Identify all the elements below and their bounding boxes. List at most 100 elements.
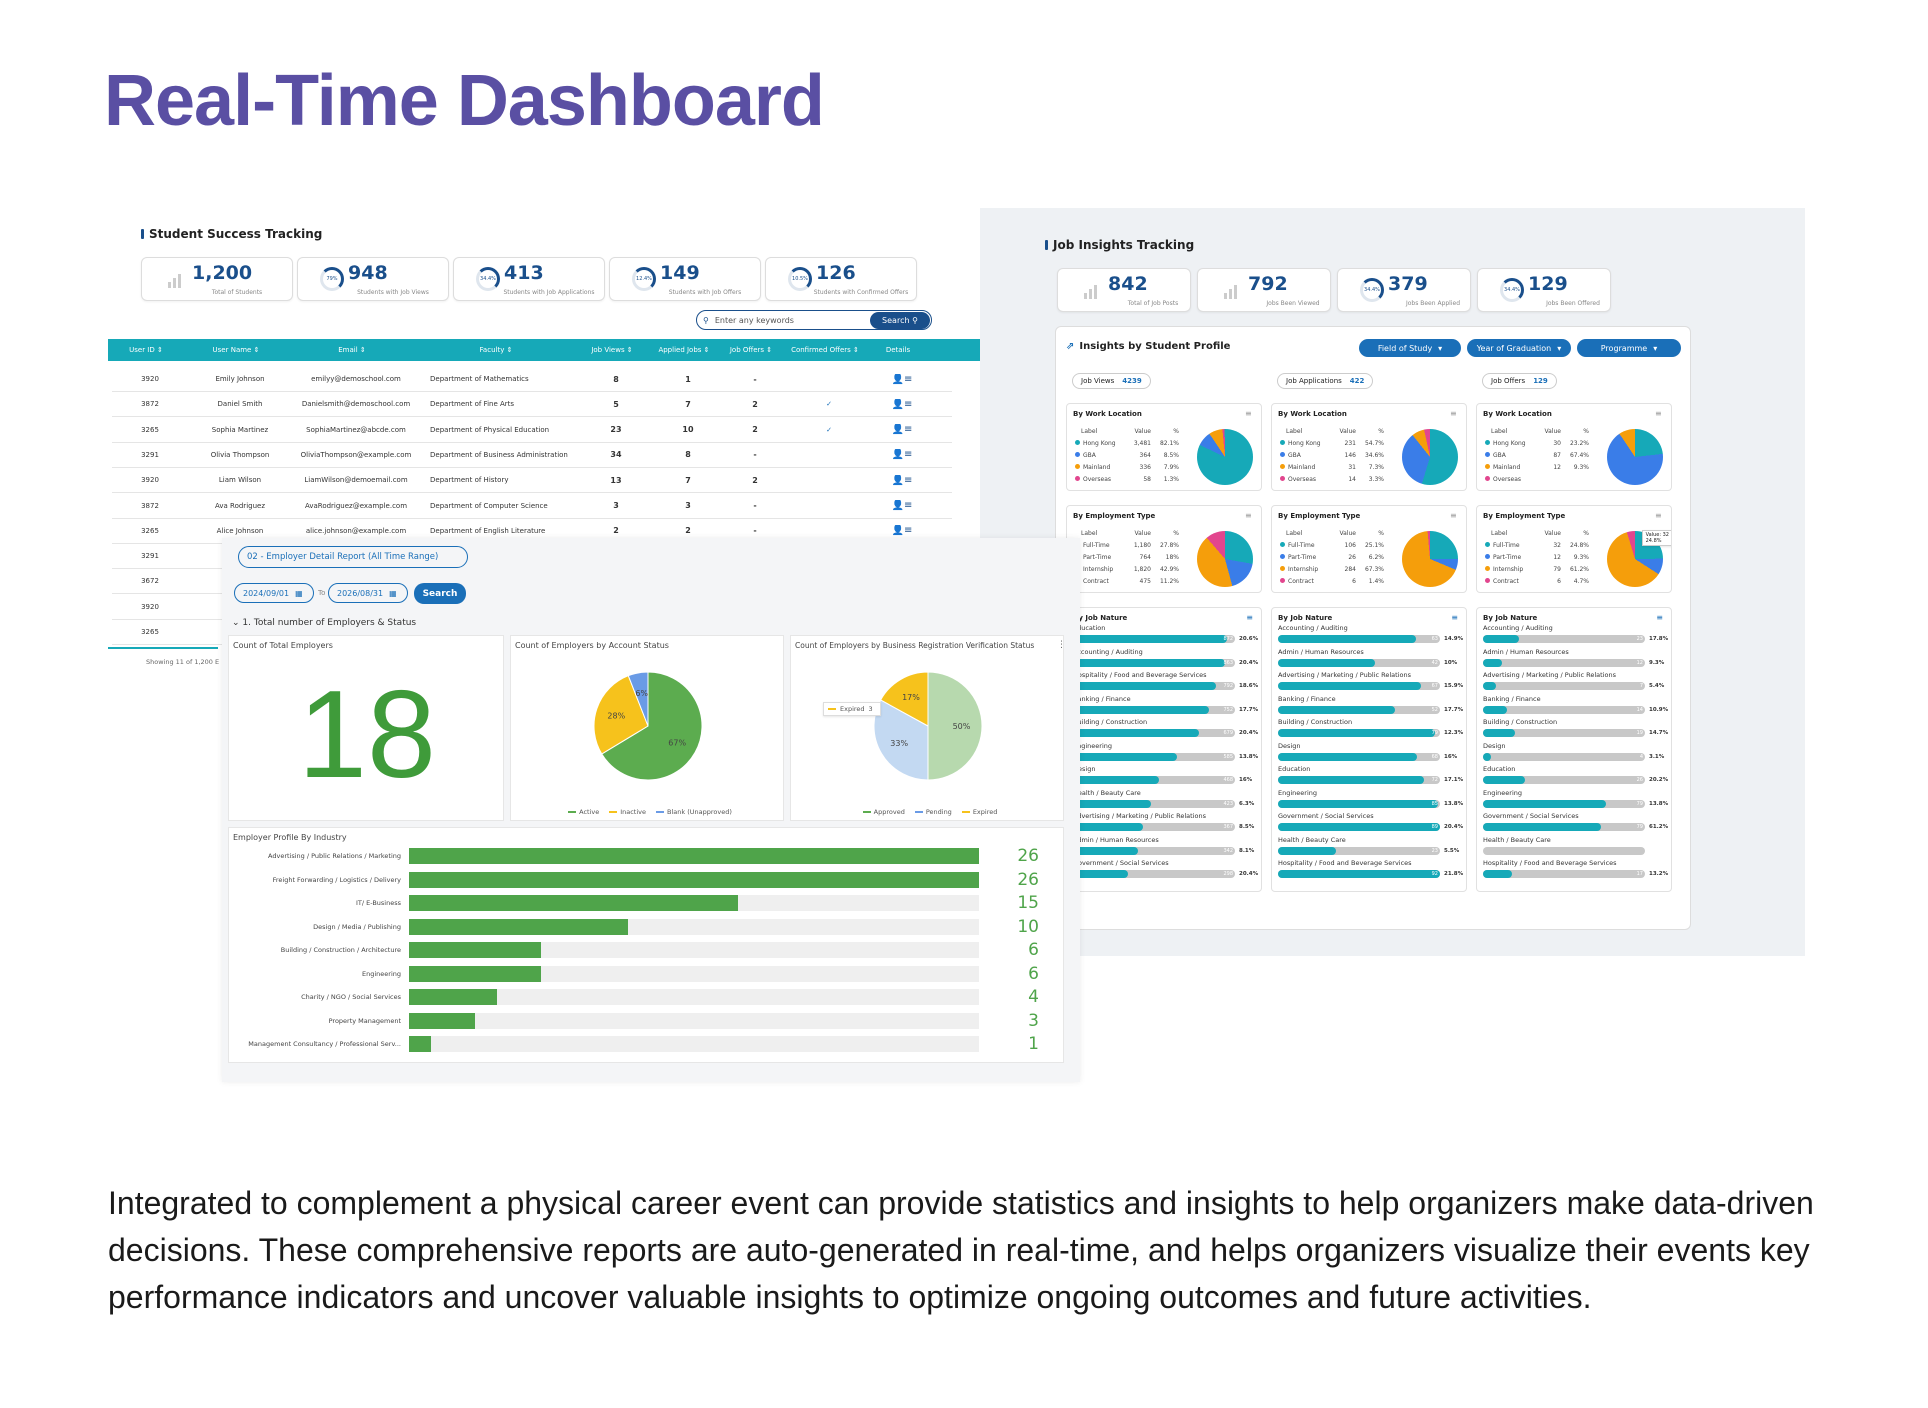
job-nature-percent: 20.4% bbox=[1239, 871, 1259, 877]
job-nature-track bbox=[1483, 846, 1645, 855]
table-column-header[interactable]: Faculty ⇕ bbox=[479, 346, 513, 354]
user-details-icon[interactable]: 👤≡ bbox=[891, 424, 913, 436]
job-nature-value: 85 bbox=[1431, 800, 1438, 807]
percent-cell: 1.3% bbox=[1163, 475, 1179, 483]
search-input[interactable]: Enter any keywords bbox=[714, 315, 794, 325]
user-details-icon[interactable]: 👤≡ bbox=[891, 500, 913, 511]
table-column-header[interactable]: Job Offers ⇕ bbox=[729, 346, 773, 354]
date-from-input[interactable]: 2024/09/01 ▦ bbox=[234, 583, 314, 603]
table-column-header[interactable]: Applied Jobs ⇕ bbox=[658, 346, 710, 354]
industry-bar[interactable] bbox=[409, 895, 738, 911]
value-cell: 32 bbox=[1553, 541, 1561, 549]
label-text: Contract bbox=[1493, 577, 1519, 585]
value-cell bbox=[1535, 473, 1563, 485]
job-nature-percent: 13.8% bbox=[1649, 800, 1669, 807]
user-details-icon[interactable]: 👤≡ bbox=[891, 398, 913, 410]
percent-cell: 25.1% bbox=[1364, 541, 1384, 549]
filter-icon[interactable]: ≡ bbox=[1245, 409, 1252, 418]
section-heading[interactable]: ⌄ 1. Total number of Employers & Status bbox=[232, 618, 417, 628]
job-nature-value: 585 bbox=[1223, 753, 1233, 760]
legend-dot bbox=[1280, 463, 1285, 469]
table-row[interactable]: 3872 Ava Rodriguez AvaRodriguez@example.co… bbox=[112, 494, 952, 519]
pie-slice-approved[interactable] bbox=[927, 671, 983, 781]
table-row[interactable]: 3291 Olivia Thompson OliviaThompson@exampl… bbox=[112, 443, 952, 468]
filter-icon[interactable]: ≡ bbox=[1656, 613, 1663, 622]
filter-icon[interactable]: ≡ bbox=[1655, 409, 1662, 418]
legend-dot bbox=[1485, 475, 1490, 481]
user-details-icon[interactable]: 👤≡ bbox=[891, 373, 913, 385]
pie-slice-inactive[interactable] bbox=[593, 675, 649, 755]
job-nature-bar bbox=[1278, 682, 1421, 690]
total-pill: Job Applications 422 bbox=[1277, 373, 1374, 389]
user-details-icon[interactable]: 👤≡ bbox=[891, 474, 913, 486]
industry-bar[interactable] bbox=[409, 1036, 431, 1052]
cell-offers: 2 bbox=[752, 399, 758, 409]
pie-slice-active[interactable] bbox=[601, 671, 703, 781]
table-row[interactable]: 3920 Emily Johnson emilyy@demoschool.com De… bbox=[112, 367, 952, 392]
date-to-input[interactable]: 2026/08/31 ▦ bbox=[328, 583, 408, 603]
column-header: % bbox=[1583, 427, 1589, 435]
total-value: 129 bbox=[1533, 377, 1548, 385]
user-details-icon[interactable]: 👤≡ bbox=[891, 525, 913, 537]
cell-views: 5 bbox=[613, 399, 619, 409]
card-title: By Work Location bbox=[1483, 410, 1552, 418]
pie-slice-label: 28% bbox=[607, 711, 625, 720]
table-column-header[interactable]: User Name ⇕ bbox=[212, 346, 260, 354]
filter-icon[interactable]: ≡ bbox=[1451, 613, 1458, 622]
filter-icon[interactable]: ≡ bbox=[1450, 511, 1457, 520]
table-column-header[interactable]: Confirmed Offers ⇕ bbox=[791, 346, 859, 354]
industry-bar[interactable] bbox=[409, 1012, 475, 1029]
industry-bar-track bbox=[409, 918, 979, 935]
table-row[interactable]: 3872 Daniel Smith Danielsmith@demoschool.c… bbox=[112, 392, 952, 418]
report-search-button[interactable]: Search bbox=[414, 583, 466, 604]
table-column-header[interactable]: Email ⇕ bbox=[338, 346, 366, 354]
job-nature-label: Banking / Finance bbox=[1073, 694, 1131, 703]
table-column-header[interactable]: User ID ⇕ bbox=[129, 346, 163, 354]
report-select[interactable]: 02 - Employer Detail Report (All Time Ra… bbox=[238, 546, 468, 568]
table-column-header[interactable]: Details bbox=[885, 346, 911, 354]
cell-views: 34 bbox=[610, 450, 622, 460]
pie-slice-expired[interactable] bbox=[880, 671, 929, 727]
table-row[interactable]: 3265 Sophia Martinez SophiaMartinez@abcde.… bbox=[112, 418, 952, 443]
search-button[interactable]: Search ⚲ bbox=[870, 311, 930, 329]
filter-icon[interactable]: ≡ bbox=[1245, 511, 1252, 520]
job-nature-row: Government / Social Services 298 20.4% bbox=[1073, 858, 1261, 882]
table-column-header[interactable]: Job Views ⇕ bbox=[591, 346, 633, 354]
cell-offers: - bbox=[753, 501, 757, 510]
student-search[interactable]: ⚲ Enter any keywords Search ⚲ bbox=[696, 310, 932, 330]
filter-icon[interactable]: ≡ bbox=[1655, 511, 1662, 520]
industry-bar[interactable] bbox=[409, 848, 979, 864]
job-nature-bar bbox=[1483, 776, 1526, 784]
legend-swatch bbox=[828, 708, 836, 710]
industry-bar[interactable] bbox=[409, 871, 979, 888]
label-cell: Mainland bbox=[1073, 461, 1125, 473]
filter-programme[interactable]: Programme ▾ bbox=[1577, 339, 1681, 357]
cell-offers: - bbox=[753, 526, 757, 536]
pie-slice-blank-unapproved-[interactable] bbox=[627, 671, 649, 727]
job-nature-row: Banking / Finance 752 17.7% bbox=[1073, 694, 1261, 718]
user-details-icon[interactable]: 👤≡ bbox=[891, 449, 913, 461]
job-nature-value: 4 bbox=[1639, 753, 1643, 760]
insights-heading: ⇗ Insights by Student Profile bbox=[1066, 341, 1231, 352]
chevron-down-icon: ▾ bbox=[1557, 343, 1562, 353]
filter-year-of-graduation[interactable]: Year of Graduation ▾ bbox=[1467, 339, 1571, 357]
percent-cell: 8.5% bbox=[1163, 451, 1179, 459]
filter-icon[interactable]: ≡ bbox=[1450, 409, 1457, 418]
value-cell: 764 bbox=[1139, 553, 1151, 561]
filter-icon[interactable]: ≡ bbox=[1246, 613, 1253, 622]
table-row[interactable]: 3920 Liam Wilson LiamWilson@demoemail.com D… bbox=[112, 468, 952, 494]
cell-name: Emily Johnson bbox=[215, 375, 265, 383]
industry-bar[interactable] bbox=[409, 989, 497, 1005]
filter-field-of-study[interactable]: Field of Study ▾ bbox=[1359, 339, 1461, 357]
industry-bar-track bbox=[409, 942, 979, 958]
job-nature-value: 79 bbox=[1431, 730, 1438, 736]
job-nature-label: Education bbox=[1483, 765, 1516, 773]
label-cell: Overseas bbox=[1483, 473, 1535, 485]
industry-bar[interactable] bbox=[409, 918, 629, 935]
industry-bar[interactable] bbox=[409, 965, 541, 982]
more-options-icon[interactable]: ⋮ bbox=[1057, 640, 1066, 650]
card-title: Employer Profile By Industry bbox=[233, 833, 347, 842]
pie-slice-label: 50% bbox=[953, 722, 971, 731]
industry-bar[interactable] bbox=[409, 942, 541, 958]
kpi-value: 413 bbox=[504, 262, 544, 284]
